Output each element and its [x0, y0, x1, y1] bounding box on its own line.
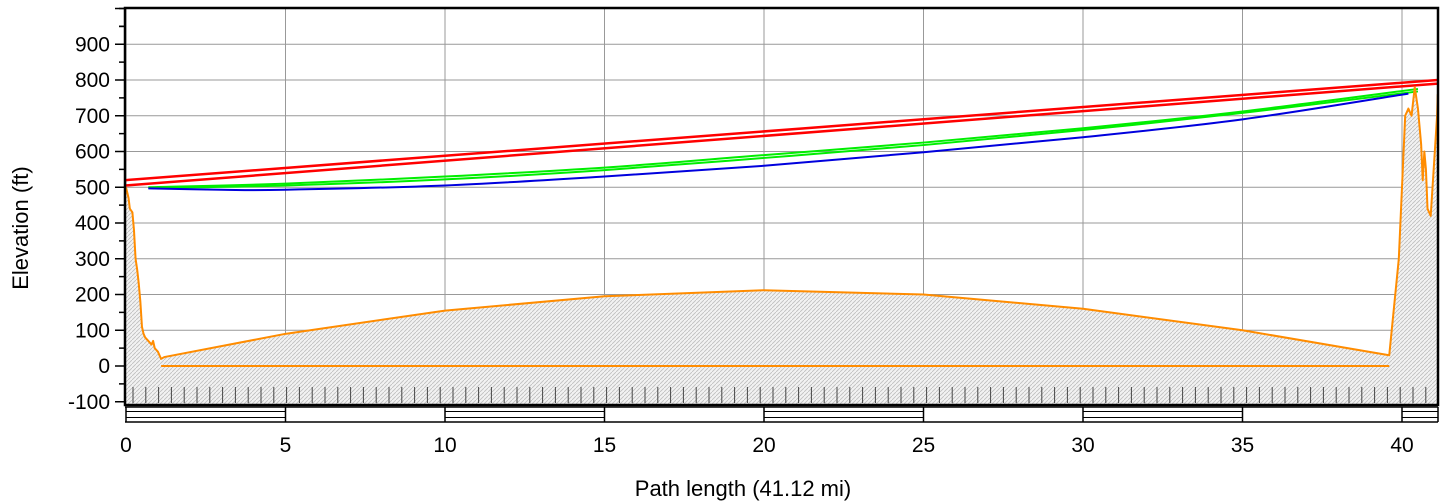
x-tick-label: 30	[1071, 434, 1094, 457]
distance-scale-bar	[125, 406, 1439, 423]
y-axis-title: Elevation (ft)	[8, 166, 33, 290]
y-tick-label: 500	[75, 176, 110, 199]
ground-hatch	[125, 366, 1438, 405]
y-tick-label: 600	[75, 141, 110, 164]
clearance-line	[148, 92, 1409, 192]
y-tick-label: 400	[75, 212, 110, 235]
y-tick-label: 900	[75, 33, 110, 56]
fresnel_lower-line	[148, 90, 1419, 189]
y-tick-label: 300	[75, 248, 110, 271]
x-tick-label: 5	[280, 434, 292, 457]
terrain-fill	[125, 87, 1438, 405]
y-tick-label: 200	[75, 284, 110, 307]
y-tick-label: -100	[68, 391, 110, 414]
fresnel_upper-line	[148, 87, 1419, 189]
terrain-area	[126, 87, 1438, 367]
x-tick-label: 35	[1231, 434, 1254, 457]
plot-border	[123, 6, 1440, 407]
x-tick-label: 20	[752, 434, 775, 457]
x-tick-label: 40	[1390, 434, 1413, 457]
tick-labels: 0 5 10 15 20 25 30 35 40 -100 0 100 200 300 400 500 600 7…	[68, 33, 1414, 457]
axis-ticks	[115, 7, 125, 403]
terrain-line	[125, 86, 1438, 360]
x-tick-label: 0	[120, 434, 132, 457]
y-tick-label: 800	[75, 69, 110, 92]
plot-frame	[123, 6, 1440, 407]
series-lines	[125, 78, 1438, 367]
x-axis-title: Path length (41.12 mi)	[635, 476, 851, 501]
los_lower-line	[125, 82, 1438, 187]
y-tick-label: 700	[75, 105, 110, 128]
y-tick-label: 100	[75, 319, 110, 342]
y-tick-label: 0	[98, 355, 110, 378]
los_upper-line	[125, 78, 1438, 182]
x-tick-label: 25	[912, 434, 935, 457]
x-tick-label: 15	[593, 434, 616, 457]
x-tick-label: 10	[433, 434, 456, 457]
